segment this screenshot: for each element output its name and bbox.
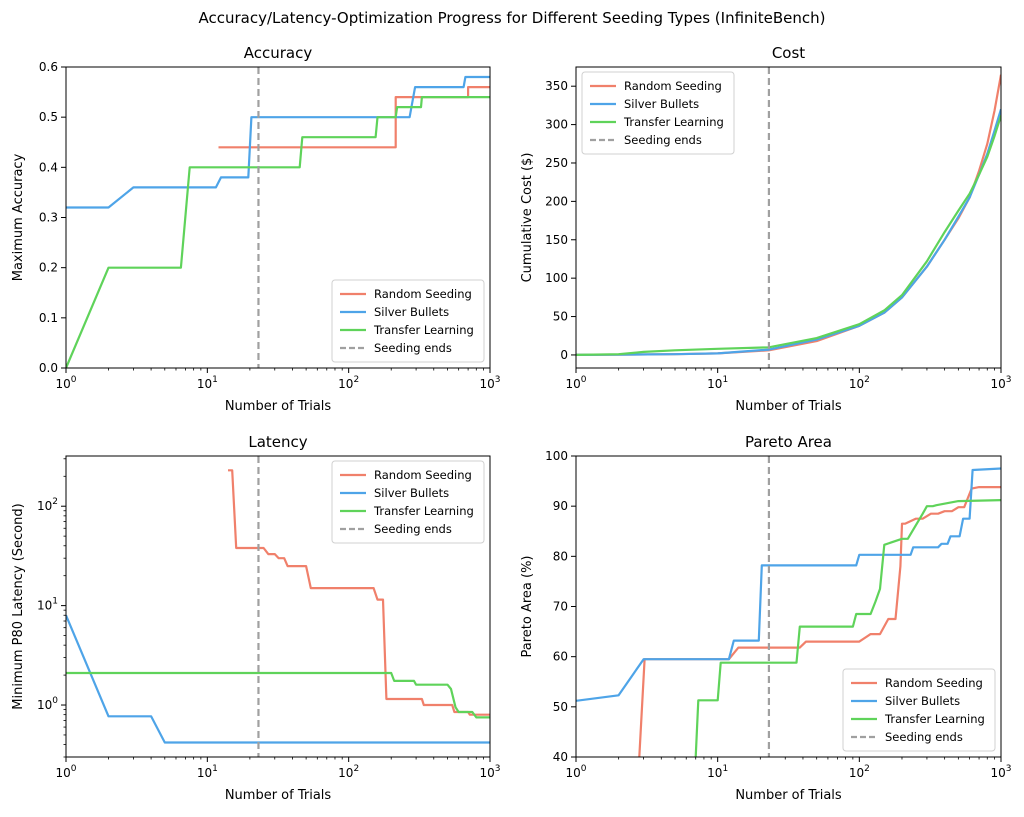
y-axis-label: Pareto Area (%) <box>520 555 535 657</box>
y-tick-label: 101 <box>37 597 58 613</box>
y-tick-label: 100 <box>37 696 58 712</box>
legend-label-transfer-learning: Transfer Learning <box>373 323 474 337</box>
y-tick-label: 0.2 <box>39 261 58 275</box>
y-tick-label: 102 <box>37 497 58 513</box>
x-tick-label: 102 <box>849 375 870 391</box>
y-tick-label: 0.5 <box>39 110 58 124</box>
y-tick-label: 0.1 <box>39 311 58 325</box>
y-axis-label: Cumulative Cost ($) <box>520 153 535 283</box>
legend-box <box>331 279 485 363</box>
series-line-silver-bullets <box>66 614 490 744</box>
legend: Random Seeding Silver Bullets Transfer Lea… <box>331 279 485 363</box>
y-tick-label: 0.0 <box>39 361 58 375</box>
x-tick-label: 101 <box>197 375 218 391</box>
y-tick-label: 300 <box>545 118 568 132</box>
y-tick-label: 100 <box>545 271 568 285</box>
x-tick-label: 101 <box>197 764 218 780</box>
y-tick-label: 60 <box>553 650 568 664</box>
series-line-random-seeding <box>638 486 1001 757</box>
x-tick-label: 102 <box>338 764 359 780</box>
legend-label-transfer-learning: Transfer Learning <box>373 504 474 518</box>
legend: Random Seeding Silver Bullets Transfer Lea… <box>581 71 735 155</box>
y-tick-label: 150 <box>545 233 568 247</box>
legend-label-seeding-ends: Seeding ends <box>374 341 452 355</box>
panel-title: Latency <box>248 433 307 451</box>
figure-title: Accuracy/Latency-Optimization Progress f… <box>199 9 826 27</box>
x-tick-label: 103 <box>990 764 1011 780</box>
legend-label-random-seeding: Random Seeding <box>885 676 983 690</box>
y-tick-label: 100 <box>545 449 568 463</box>
x-axis-label: Number of Trials <box>735 788 842 803</box>
y-tick-label: 250 <box>545 156 568 170</box>
y-tick-label: 50 <box>553 700 568 714</box>
panel-accuracy: Accuracy 100 101 102 103 0.0 0.1 0.2 0.3 0.4 0.5 0.… <box>11 44 501 414</box>
x-tick-label: 102 <box>849 764 870 780</box>
legend-label-random-seeding: Random Seeding <box>374 468 472 482</box>
legend-label-random-seeding: Random Seeding <box>624 79 722 93</box>
x-tick-label: 103 <box>479 764 500 780</box>
panel-cost: Cost 100 101 102 103 0 50 100 150 200 250 300 350 Num… <box>520 44 1012 414</box>
panel-pareto-area: Pareto Area 100 101 102 103 40 50 60 70 80 90 100 Nu… <box>520 433 1012 803</box>
y-tick-label: 350 <box>545 79 568 93</box>
legend-label-silver-bullets: Silver Bullets <box>624 97 699 111</box>
series-line-transfer-learning <box>66 95 490 368</box>
x-axis-label: Number of Trials <box>225 399 332 414</box>
axes-frame <box>575 66 1002 369</box>
legend-label-transfer-learning: Transfer Learning <box>623 115 724 129</box>
y-axis-label: Minimum P80 Latency (Second) <box>11 503 26 709</box>
x-tick-label: 100 <box>55 764 76 780</box>
series-line-silver-bullets <box>66 75 490 209</box>
series-line-transfer-learning <box>694 499 1001 757</box>
y-tick-label: 50 <box>553 310 568 324</box>
legend-label-seeding-ends: Seeding ends <box>374 522 452 536</box>
x-tick-label: 101 <box>707 375 728 391</box>
legend: Random Seeding Silver Bullets Transfer Lea… <box>331 460 485 544</box>
series-line-transfer-learning <box>576 115 1001 356</box>
series-line-silver-bullets <box>576 467 1001 702</box>
x-axis-label: Number of Trials <box>225 788 332 803</box>
legend-label-silver-bullets: Silver Bullets <box>885 694 960 708</box>
y-tick-label: 70 <box>553 600 568 614</box>
y-tick-label: 40 <box>553 750 568 764</box>
y-tick-label: 200 <box>545 194 568 208</box>
panel-title: Pareto Area <box>745 433 832 451</box>
legend-label-transfer-learning: Transfer Learning <box>884 712 985 726</box>
y-tick-label: 80 <box>553 549 568 563</box>
y-tick-label: 0 <box>560 348 568 362</box>
x-tick-label: 100 <box>565 375 586 391</box>
x-axis-label: Number of Trials <box>735 399 842 414</box>
legend-label-silver-bullets: Silver Bullets <box>374 486 449 500</box>
y-axis-label: Maximum Accuracy <box>11 153 26 281</box>
legend-label-seeding-ends: Seeding ends <box>885 730 963 744</box>
axes-frame <box>65 455 491 758</box>
legend-label-seeding-ends: Seeding ends <box>624 133 702 147</box>
series-line-transfer-learning <box>66 671 490 719</box>
series-line-random-seeding <box>228 469 490 716</box>
legend-label-random-seeding: Random Seeding <box>374 287 472 301</box>
x-tick-label: 100 <box>55 375 76 391</box>
panel-latency: Latency 100 101 102 103 100 101 102 Number of Tr… <box>11 433 501 803</box>
x-tick-label: 102 <box>338 375 359 391</box>
y-tick-label: 0.6 <box>39 60 58 74</box>
panel-title: Cost <box>772 44 805 62</box>
x-tick-label: 100 <box>565 764 586 780</box>
x-tick-label: 103 <box>990 375 1011 391</box>
panel-title: Accuracy <box>244 44 313 62</box>
legend-box <box>581 71 735 155</box>
x-tick-label: 103 <box>479 375 500 391</box>
legend: Random Seeding Silver Bullets Transfer Lea… <box>842 668 996 752</box>
y-tick-label: 0.3 <box>39 211 58 225</box>
x-tick-label: 101 <box>707 764 728 780</box>
legend-box <box>331 460 485 544</box>
legend-label-silver-bullets: Silver Bullets <box>374 305 449 319</box>
y-tick-label: 0.4 <box>39 160 58 174</box>
y-tick-label: 90 <box>553 499 568 513</box>
legend-box <box>842 668 996 752</box>
